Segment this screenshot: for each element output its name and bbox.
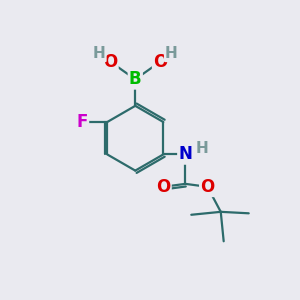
Text: N: N [178, 146, 192, 164]
Text: O: O [156, 178, 170, 196]
Text: H: H [165, 46, 178, 61]
Text: H: H [195, 141, 208, 156]
Text: O: O [200, 178, 214, 196]
Text: O: O [153, 53, 167, 71]
Text: B: B [129, 70, 142, 88]
Text: H: H [93, 46, 105, 61]
Text: O: O [103, 53, 117, 71]
Text: F: F [76, 113, 88, 131]
